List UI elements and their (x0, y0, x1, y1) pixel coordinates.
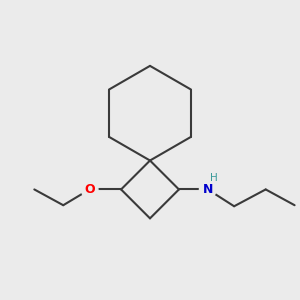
Circle shape (81, 181, 98, 198)
Text: N: N (202, 183, 213, 196)
Text: O: O (84, 183, 95, 196)
Circle shape (200, 181, 216, 198)
Text: H: H (210, 173, 218, 183)
